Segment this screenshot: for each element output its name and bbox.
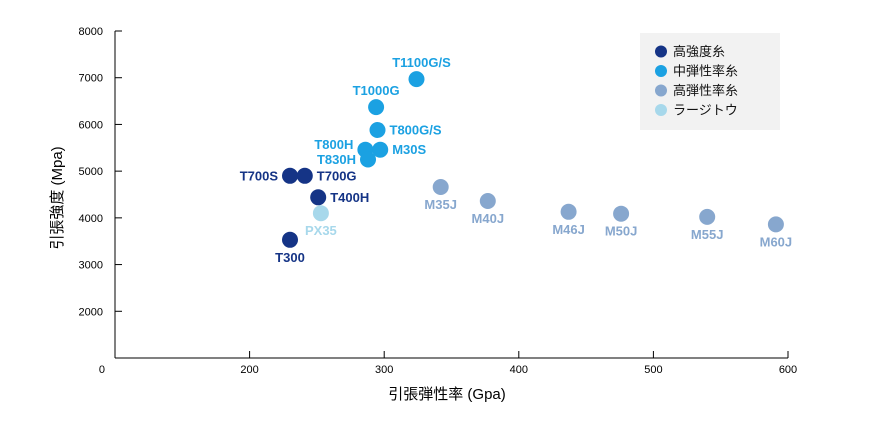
x-tick-label-600: 600 [779, 364, 797, 376]
y-tick-label-6000: 6000 [79, 119, 103, 131]
point-label-M55J: M55J [691, 227, 724, 242]
y-tick-label-7000: 7000 [79, 73, 103, 85]
point-T800G/S [369, 122, 386, 138]
point-T300 [282, 231, 298, 248]
point-label-T300: T300 [275, 250, 305, 265]
point-M50J [613, 205, 630, 222]
legend-label-high_strength: 高強度糸 [673, 44, 725, 59]
x-tick-label-400: 400 [510, 364, 528, 376]
y-tick-label-2000: 2000 [79, 306, 103, 318]
x-tick-label-500: 500 [644, 364, 662, 376]
point-label-M50J: M50J [605, 224, 638, 239]
point-M30S [372, 141, 389, 158]
x-tick-label-200: 200 [240, 364, 258, 376]
legend-label-large_tow: ラージトウ [673, 103, 738, 118]
point-label-T700G: T700G [317, 168, 357, 183]
point-M60J [767, 216, 784, 233]
legend-dot-high_strength [655, 45, 667, 58]
y-tick-label-8000: 8000 [79, 26, 103, 38]
point-label-T800G/S: T800G/S [390, 123, 442, 138]
point-T1100G/S [408, 71, 425, 88]
point-label-T1100G/S: T1100G/S [392, 55, 451, 70]
point-T700G [296, 167, 313, 184]
point-label-M35J: M35J [424, 197, 457, 212]
point-T700S [282, 167, 298, 184]
y-tick-label-4000: 4000 [79, 213, 103, 225]
y-tick-label-5000: 5000 [79, 166, 103, 178]
y-tick-label-3000: 3000 [79, 260, 103, 272]
point-T1000G [368, 99, 385, 116]
point-label-T400H: T400H [330, 190, 369, 205]
point-label-M46J: M46J [552, 222, 585, 237]
legend-dot-high_modulus [655, 84, 667, 97]
point-label-T700S: T700S [240, 168, 279, 183]
point-label-T1000G: T1000G [353, 83, 400, 98]
point-M55J [699, 208, 716, 225]
point-T400H [310, 189, 327, 206]
legend-label-high_modulus: 高弾性率糸 [673, 83, 738, 98]
point-M46J [560, 203, 577, 220]
point-label-M40J: M40J [472, 211, 505, 226]
y-axis-title: 引張強度 (Mpa) [49, 146, 66, 249]
point-PX35 [312, 205, 329, 222]
x-tick-label-300: 300 [375, 364, 393, 376]
point-T830H [360, 151, 376, 168]
origin-label: 0 [99, 364, 105, 376]
point-label-T830H: T830H [317, 152, 356, 167]
legend-dot-large_tow [655, 104, 667, 116]
x-axis-title: 引張弾性率 (Gpa) [388, 386, 506, 403]
point-M40J [479, 193, 496, 209]
point-label-M30S: M30S [392, 142, 426, 157]
legend-dot-medium_modulus [655, 65, 667, 77]
point-M35J [432, 179, 449, 195]
point-label-M60J: M60J [760, 234, 793, 249]
point-label-T800H: T800H [314, 137, 353, 152]
point-label-PX35: PX35 [305, 223, 337, 238]
legend-label-medium_modulus: 中弾性率糸 [673, 64, 738, 79]
